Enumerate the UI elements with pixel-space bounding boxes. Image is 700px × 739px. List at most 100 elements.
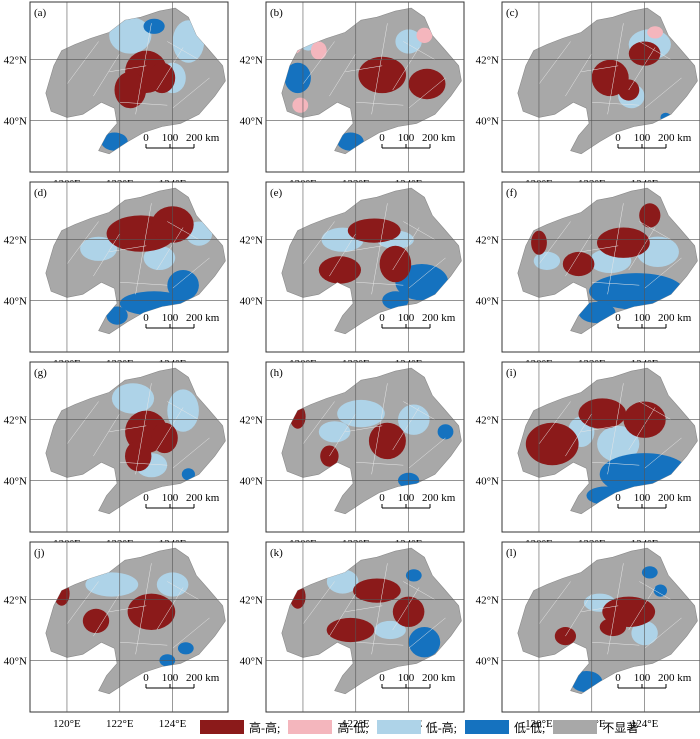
lat-tick-label: 42°N [240, 55, 263, 67]
lon-tick-label: 124°E [159, 718, 187, 730]
cluster-low-high [318, 421, 351, 443]
cluster-high-high [408, 68, 446, 100]
cluster-high-high [353, 578, 401, 603]
cluster-high-high [599, 617, 627, 637]
cluster-high-high [320, 445, 339, 467]
panel-j: (j) 42°N 40°N 120°E 122°E 124°E 0 100 200 km [4, 541, 229, 730]
cluster-low-high [143, 245, 176, 270]
scale-bar-label: 100 [398, 492, 415, 504]
cluster-high-high [347, 218, 401, 243]
cluster-low-low [284, 62, 311, 94]
cluster-high-low [310, 41, 327, 60]
county-boundaries [302, 23, 446, 115]
scale-bar-label: 0 [615, 132, 621, 144]
scale-bar-label: 100 [634, 672, 651, 684]
scale-bar-label: 200 km [186, 312, 220, 324]
legend-swatch-high-low [288, 720, 333, 734]
panels-layer: (a) 42°N 40°N 120°E 122°E 124°E 0 100 200 km (b) 4… [4, 1, 700, 730]
scale-bar-label: 0 [379, 672, 385, 684]
scale-bar-label: 200 km [422, 492, 456, 504]
cluster-high-high [318, 256, 361, 284]
panel-label: (d) [34, 187, 47, 199]
legend-swatch-high-high [200, 720, 244, 734]
legend-item-not-significant: 不显著 [553, 719, 638, 736]
panel-label: (f) [506, 187, 517, 199]
cluster-low-high [80, 236, 118, 261]
county-boundaries [538, 563, 682, 655]
lon-tick-label: 122°E [342, 718, 370, 730]
lat-tick-label: 40°N [4, 115, 27, 127]
panel-label: (h) [270, 367, 283, 379]
lon-tick-label: 122°E [106, 718, 134, 730]
scale-bar: 0 100 200 km [615, 492, 692, 509]
scale-bar-label: 0 [615, 492, 621, 504]
lat-tick-label: 40°N [476, 295, 499, 307]
scale-bar-label: 200 km [186, 132, 220, 144]
legend: 高-高; 高-低; 低-高; 低-低; 不显著 [200, 718, 646, 736]
legend-label-low-low: 低-低; [514, 720, 546, 735]
cluster-high-low [647, 26, 663, 39]
cluster-low-low [578, 301, 616, 324]
panel-label: (j) [34, 547, 45, 559]
scale-bar-label: 200 km [186, 672, 220, 684]
scale-bar-label: 100 [398, 672, 415, 684]
panel-label: (a) [34, 7, 47, 19]
scale-bar-label: 0 [143, 672, 149, 684]
cluster-low-low [405, 569, 422, 582]
scale-bar-label: 100 [634, 492, 651, 504]
lat-tick-label: 42°N [476, 55, 499, 67]
lat-tick-label: 42°N [4, 55, 27, 67]
cluster-high-high [151, 422, 178, 454]
scale-bar-label: 100 [634, 312, 651, 324]
scale-bar: 0 100 200 km [143, 672, 220, 689]
lat-tick-label: 42°N [4, 415, 27, 427]
scale-bar: 0 100 200 km [379, 132, 456, 149]
scale-bar-label: 200 km [658, 132, 692, 144]
county-boundaries [538, 23, 682, 115]
legend-label-high-high: 高-高; [249, 720, 281, 735]
cluster-high-high [127, 593, 176, 630]
legend-label-not-significant: 不显著 [602, 720, 639, 735]
cluster-low-high [374, 620, 406, 640]
scale-bar-label: 200 km [658, 492, 692, 504]
scale-bar: 0 100 200 km [143, 132, 220, 149]
scale-bar-label: 0 [143, 492, 149, 504]
panel-label: (c) [506, 7, 519, 19]
cluster-low-low [143, 18, 165, 34]
cluster-high-high [525, 422, 579, 466]
cluster-low-low [653, 584, 668, 597]
lat-tick-label: 40°N [476, 475, 499, 487]
cluster-low-high [111, 383, 155, 414]
lat-tick-label: 42°N [4, 235, 27, 247]
scale-bar: 0 100 200 km [379, 672, 456, 689]
cluster-low-low [181, 468, 195, 481]
scale-bar-label: 100 [634, 132, 651, 144]
cluster-layer [289, 399, 454, 488]
scale-bar: 0 100 200 km [143, 312, 220, 329]
cluster-low-high [85, 572, 139, 597]
legend-item-low-high: 低-高; [376, 719, 457, 736]
scale-bar-label: 100 [162, 132, 179, 144]
cluster-low-low [437, 424, 454, 440]
county-boundaries [302, 203, 446, 295]
county-boundaries [302, 563, 446, 655]
cluster-low-high [597, 425, 640, 463]
lat-tick-label: 42°N [476, 415, 499, 427]
legend-label-high-low: 高-低; [337, 720, 369, 735]
scale-bar: 0 100 200 km [379, 312, 456, 329]
legend-item-high-low: 高-低; [288, 719, 369, 736]
lat-tick-label: 40°N [240, 475, 263, 487]
cluster-low-low [167, 270, 199, 301]
scale-bar-label: 200 km [422, 132, 456, 144]
lat-tick-label: 40°N [4, 295, 27, 307]
scale-bar: 0 100 200 km [615, 312, 692, 329]
scale-bar-label: 100 [162, 492, 179, 504]
lat-tick-label: 40°N [240, 655, 263, 667]
county-boundaries [66, 563, 210, 655]
